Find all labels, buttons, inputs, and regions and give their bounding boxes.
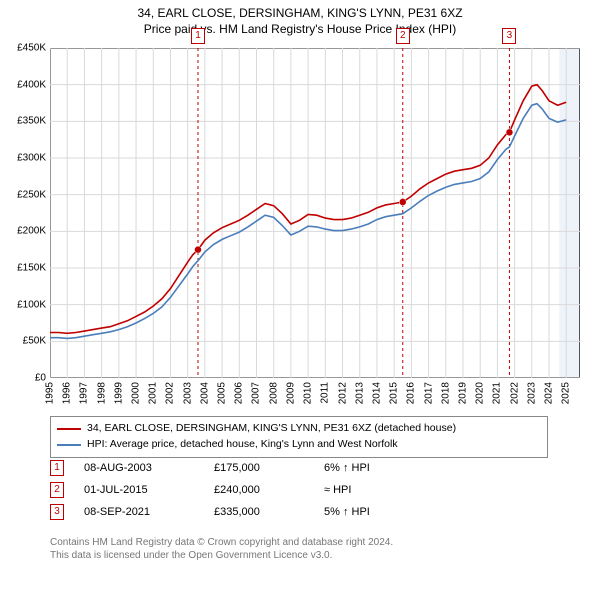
footnote-line1: Contains HM Land Registry data © Crown c… (50, 536, 393, 549)
legend-swatch-property (57, 428, 81, 430)
sale-delta: 5% ↑ HPI (324, 506, 434, 518)
x-tick-label: 2004 (199, 382, 210, 404)
x-tick-label: 2023 (526, 382, 537, 404)
x-tick-label: 2022 (509, 382, 520, 404)
sale-row: 1 08-AUG-2003 £175,000 6% ↑ HPI (50, 460, 434, 476)
x-tick-label: 2003 (182, 382, 193, 404)
x-tick-label: 2016 (406, 382, 417, 404)
legend-row: HPI: Average price, detached house, King… (57, 437, 541, 453)
x-tick-label: 2015 (389, 382, 400, 404)
x-tick-label: 2009 (285, 382, 296, 404)
x-tick-label: 1997 (79, 382, 90, 404)
y-tick-label: £450K (2, 43, 46, 54)
legend-row: 34, EARL CLOSE, DERSINGHAM, KING'S LYNN,… (57, 421, 541, 437)
sale-marker-box: 3 (502, 28, 516, 44)
chart-area: £0£50K£100K£150K£200K£250K£300K£350K£400… (50, 48, 580, 378)
chart-container: 34, EARL CLOSE, DERSINGHAM, KING'S LYNN,… (0, 0, 600, 590)
sales-table: 1 08-AUG-2003 £175,000 6% ↑ HPI 2 01-JUL… (50, 460, 434, 526)
x-tick-label: 1996 (62, 382, 73, 404)
sale-marker-icon: 2 (50, 482, 64, 498)
x-tick-label: 2017 (423, 382, 434, 404)
legend-label-property: 34, EARL CLOSE, DERSINGHAM, KING'S LYNN,… (87, 421, 456, 437)
y-tick-label: £400K (2, 79, 46, 90)
x-tick-label: 1995 (45, 382, 56, 404)
y-tick-label: £250K (2, 189, 46, 200)
sale-price: £240,000 (214, 484, 324, 496)
sale-marker-box: 1 (191, 28, 205, 44)
y-tick-label: £0 (2, 373, 46, 384)
x-tick-label: 2002 (165, 382, 176, 404)
x-tick-label: 2019 (457, 382, 468, 404)
x-tick-label: 2024 (544, 382, 555, 404)
y-tick-label: £100K (2, 299, 46, 310)
footnote: Contains HM Land Registry data © Crown c… (50, 536, 393, 562)
x-tick-label: 2013 (354, 382, 365, 404)
x-tick-label: 1999 (113, 382, 124, 404)
sale-price: £335,000 (214, 506, 324, 518)
legend-swatch-hpi (57, 444, 81, 446)
sale-row: 3 08-SEP-2021 £335,000 5% ↑ HPI (50, 504, 434, 520)
y-tick-label: £300K (2, 153, 46, 164)
sale-row: 2 01-JUL-2015 £240,000 ≈ HPI (50, 482, 434, 498)
sale-date: 08-SEP-2021 (84, 506, 214, 518)
footnote-line2: This data is licensed under the Open Gov… (50, 549, 393, 562)
legend-label-hpi: HPI: Average price, detached house, King… (87, 437, 398, 453)
y-tick-label: £350K (2, 116, 46, 127)
y-tick-label: £50K (2, 336, 46, 347)
x-tick-label: 2025 (561, 382, 572, 404)
sale-delta: 6% ↑ HPI (324, 462, 434, 474)
x-tick-label: 2005 (217, 382, 228, 404)
x-tick-label: 2011 (320, 382, 331, 404)
title-line1: 34, EARL CLOSE, DERSINGHAM, KING'S LYNN,… (0, 6, 600, 22)
y-tick-label: £200K (2, 226, 46, 237)
x-tick-label: 2006 (234, 382, 245, 404)
x-tick-label: 2018 (440, 382, 451, 404)
x-tick-label: 2012 (337, 382, 348, 404)
x-tick-label: 2010 (303, 382, 314, 404)
x-tick-label: 2008 (268, 382, 279, 404)
x-tick-label: 1998 (96, 382, 107, 404)
sale-marker-box: 2 (396, 28, 410, 44)
sale-date: 08-AUG-2003 (84, 462, 214, 474)
sale-date: 01-JUL-2015 (84, 484, 214, 496)
x-tick-label: 2020 (475, 382, 486, 404)
chart-svg (50, 48, 580, 378)
x-tick-label: 2000 (131, 382, 142, 404)
x-tick-label: 2007 (251, 382, 262, 404)
sale-price: £175,000 (214, 462, 324, 474)
sale-marker-icon: 1 (50, 460, 64, 476)
sale-marker-icon: 3 (50, 504, 64, 520)
x-tick-label: 2001 (148, 382, 159, 404)
y-tick-label: £150K (2, 263, 46, 274)
x-tick-label: 2014 (371, 382, 382, 404)
legend: 34, EARL CLOSE, DERSINGHAM, KING'S LYNN,… (50, 416, 548, 458)
sale-delta: ≈ HPI (324, 484, 434, 496)
x-tick-label: 2021 (492, 382, 503, 404)
